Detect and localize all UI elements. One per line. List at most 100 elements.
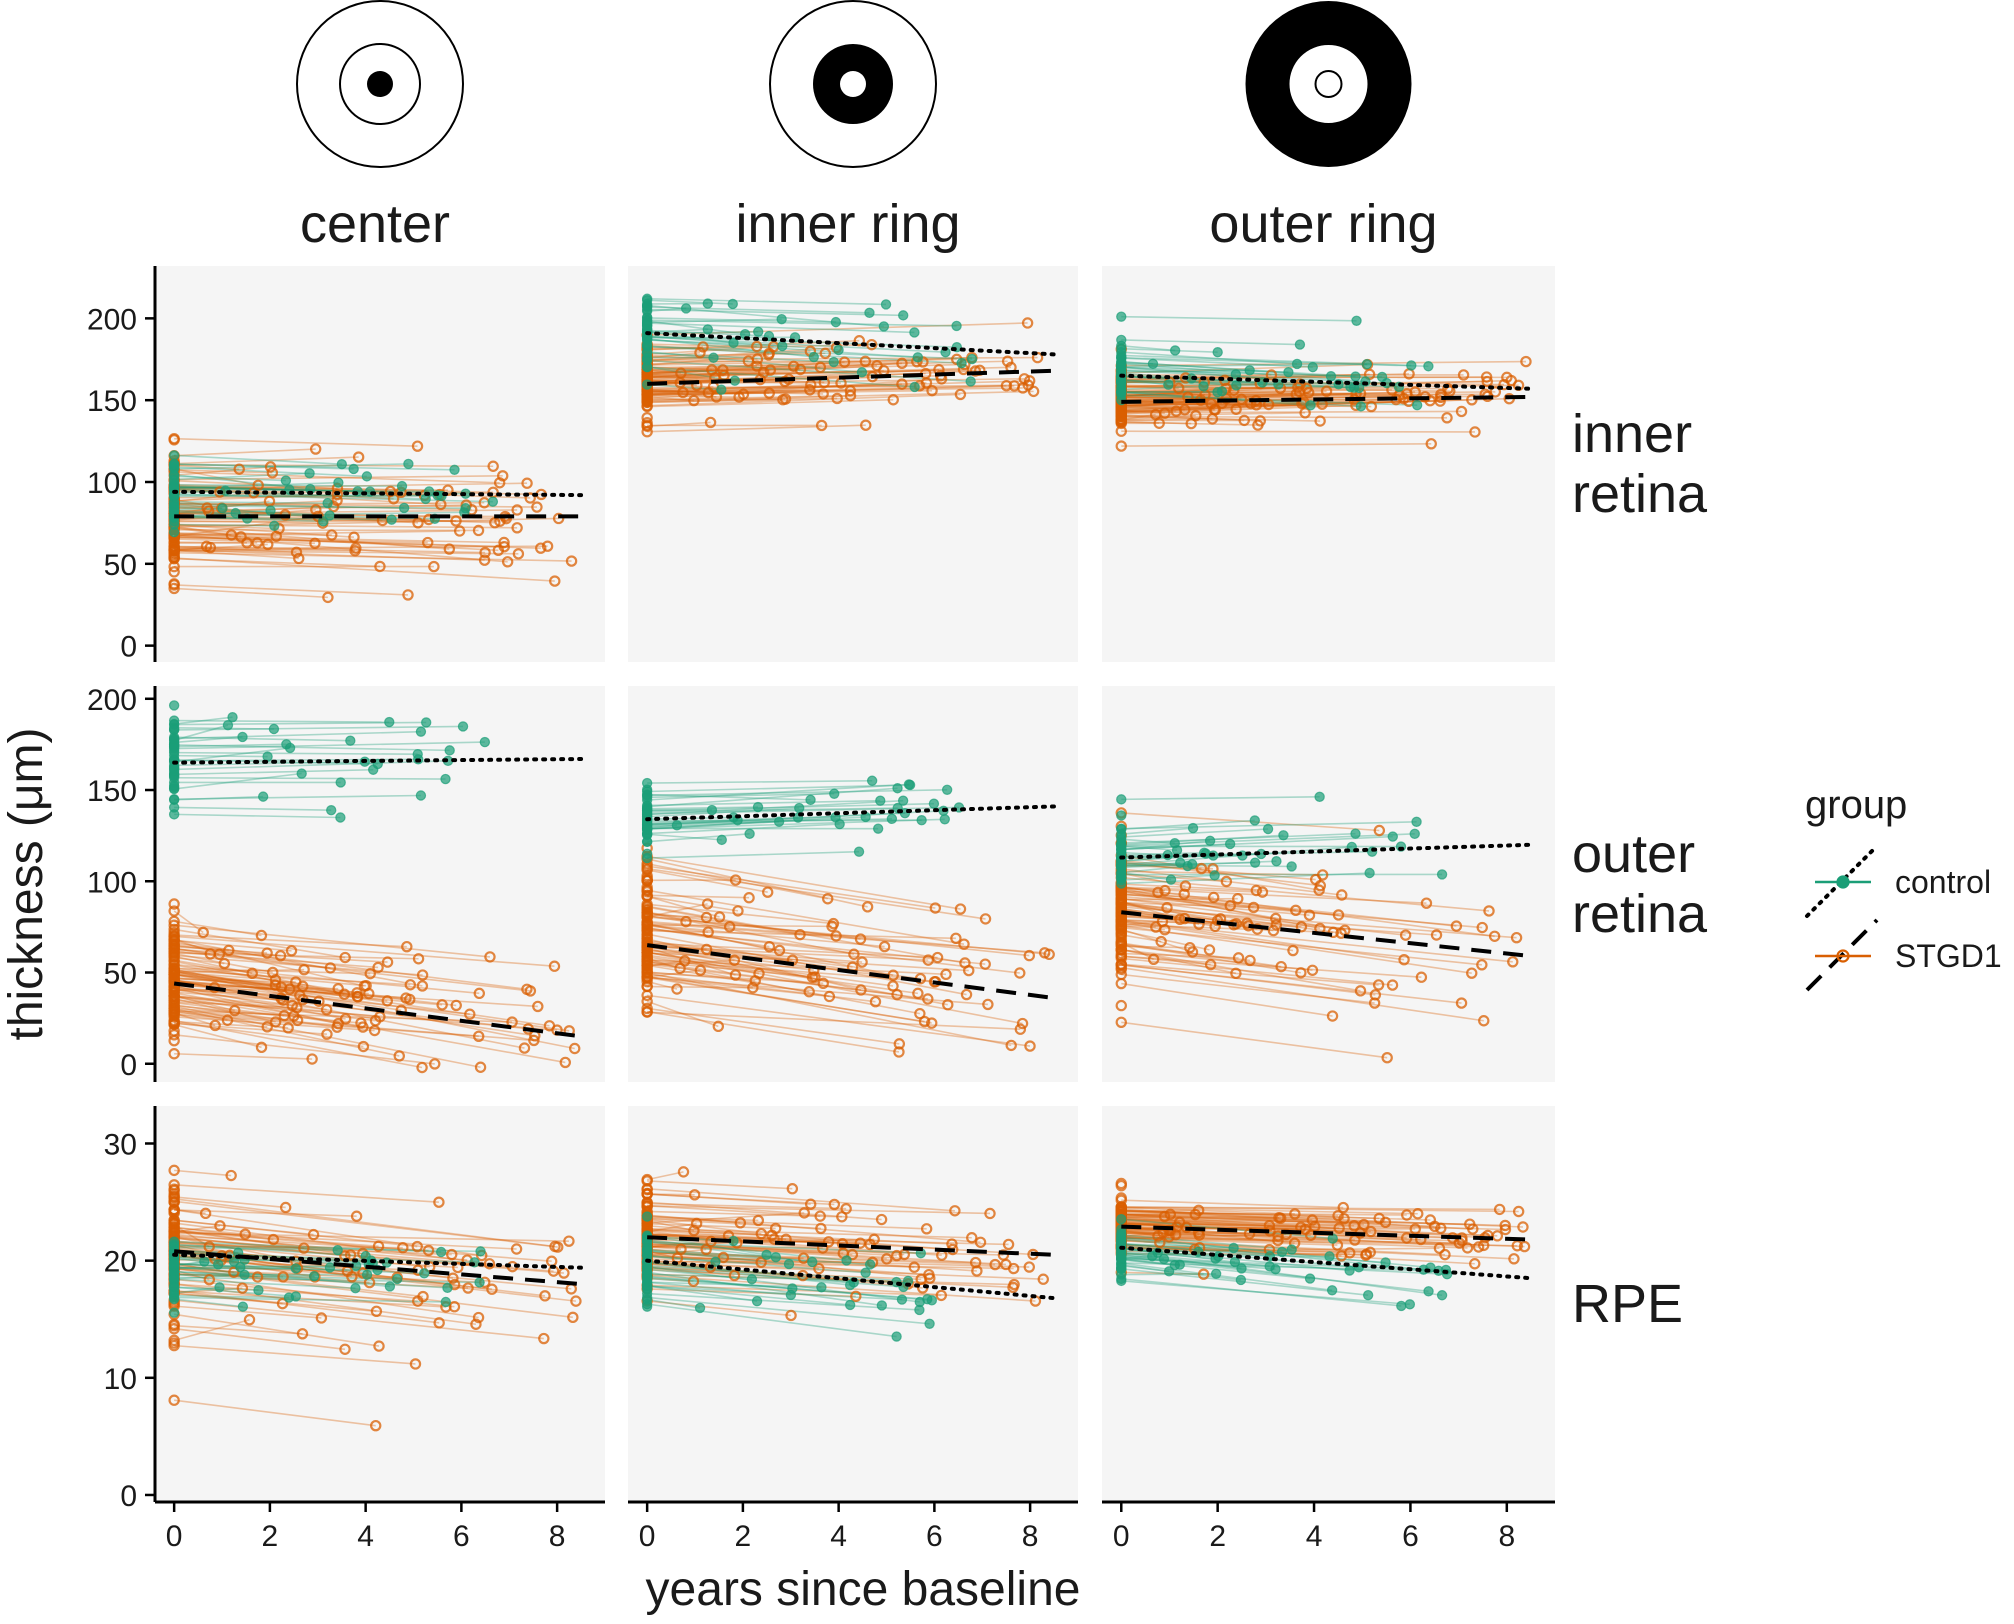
stgd1-subject-line <box>174 557 555 582</box>
stgd1-subject-line <box>1121 400 1441 408</box>
stgd1-subject-line <box>647 360 749 365</box>
control-point <box>641 315 653 327</box>
control-point <box>237 1301 249 1312</box>
center-filled <box>367 71 393 97</box>
control-subject-line <box>1121 1264 1170 1273</box>
stgd1-subject-line <box>647 369 712 375</box>
stgd1-point <box>641 1188 653 1200</box>
stgd1-subject-line <box>174 1022 328 1035</box>
stgd1-point <box>751 340 763 353</box>
row-title-line: outer <box>1572 824 1695 884</box>
stgd1-point <box>1265 369 1278 381</box>
stgd1-subject-line <box>646 938 862 991</box>
stgd1-point <box>552 1241 564 1253</box>
stgd1-point <box>276 1297 289 1310</box>
stgd1-subject-line <box>647 1210 842 1218</box>
control-point <box>168 459 180 470</box>
control-point <box>941 784 953 796</box>
control-subject-line <box>647 819 922 822</box>
stgd1-point <box>848 948 860 960</box>
control-point <box>909 381 920 393</box>
stgd1-subject-line <box>1121 890 1231 907</box>
control-subject-line <box>1121 1237 1283 1253</box>
stgd1-subject-line <box>1121 920 1513 963</box>
stgd1-point <box>1295 921 1308 933</box>
control-point <box>752 801 764 813</box>
stgd1-point <box>322 591 334 604</box>
stgd1-point <box>1186 946 1199 958</box>
stgd1-subject-line <box>173 938 220 956</box>
stgd1-subject-line <box>1121 386 1298 394</box>
x-tick-label: 0 <box>1113 1520 1130 1553</box>
stgd1-point <box>887 394 899 406</box>
stgd1-point <box>1211 914 1224 927</box>
control-point <box>269 520 280 531</box>
control-point <box>729 375 741 386</box>
stgd1-point <box>747 982 759 994</box>
control-point <box>1286 1244 1297 1255</box>
control-point <box>860 1267 871 1278</box>
stgd1-point <box>728 1269 741 1282</box>
panel-data <box>168 433 584 604</box>
stgd1-point <box>472 1311 485 1324</box>
control-point <box>956 357 967 369</box>
stgd1-point <box>168 1017 180 1030</box>
control-subject-line <box>1121 834 1284 846</box>
stgd1-subject-line <box>174 968 305 973</box>
y-tick-label: 150 <box>87 385 137 418</box>
control-subject-line <box>647 1277 793 1290</box>
control-point <box>1229 1256 1241 1268</box>
stgd1-point <box>1455 405 1468 418</box>
stgd1-subject-line <box>647 365 757 374</box>
stgd1-point <box>168 915 180 928</box>
stgd1-point <box>473 1030 485 1042</box>
stgd1-subject-line <box>1121 379 1225 384</box>
control-subject-line <box>647 1266 920 1303</box>
control-point <box>1231 380 1242 391</box>
stgd1-subject-line <box>173 1318 250 1342</box>
stgd1-subject-line <box>647 865 936 909</box>
control-point <box>168 1240 180 1251</box>
stgd1-point <box>1403 395 1415 408</box>
stgd1-point <box>922 993 934 1005</box>
stgd1-point <box>1115 425 1127 437</box>
stgd1-subject-line <box>1121 955 1422 979</box>
stgd1-point <box>1190 409 1202 422</box>
stgd1-subject-line <box>647 394 851 401</box>
control-subject-line <box>1121 819 1255 831</box>
stgd1-point <box>1008 1278 1020 1291</box>
stgd1-subject-line <box>1121 1222 1315 1228</box>
stgd1-point <box>298 1242 310 1254</box>
stgd1-subject-line <box>647 955 760 975</box>
control-point <box>761 1249 772 1261</box>
stgd1-point <box>1254 415 1266 427</box>
stgd1-point <box>498 540 510 553</box>
stgd1-point <box>1499 1223 1512 1236</box>
control-point <box>744 828 755 840</box>
stgd1-point <box>728 954 741 966</box>
stgd1-point <box>979 958 991 970</box>
stgd1-subject-line <box>1121 934 1162 943</box>
stgd1-subject-line <box>174 546 211 551</box>
stgd1-subject-line <box>174 471 500 484</box>
stgd1-subject-line <box>647 389 810 393</box>
control-subject-line <box>174 507 223 511</box>
stgd1-point <box>1014 967 1026 979</box>
stgd1-point <box>243 1314 256 1326</box>
stgd1-point <box>861 901 874 913</box>
stgd1-subject-line <box>174 543 268 552</box>
stgd1-point <box>1274 1212 1287 1224</box>
control-point <box>318 516 329 527</box>
stgd1-point <box>717 1251 730 1264</box>
control-point <box>1380 1257 1391 1268</box>
stgd1-subject-line <box>1121 1220 1355 1227</box>
control-point <box>1212 347 1223 358</box>
stgd1-subject-line <box>1121 861 1321 887</box>
panel-data <box>1115 311 1533 452</box>
stgd1-subject-line <box>174 1169 232 1177</box>
stgd1-subject-line <box>174 545 297 554</box>
control-point <box>214 1282 225 1293</box>
control-point <box>1116 874 1127 886</box>
control-subject-line <box>647 330 734 344</box>
stgd1-point <box>350 1210 363 1222</box>
